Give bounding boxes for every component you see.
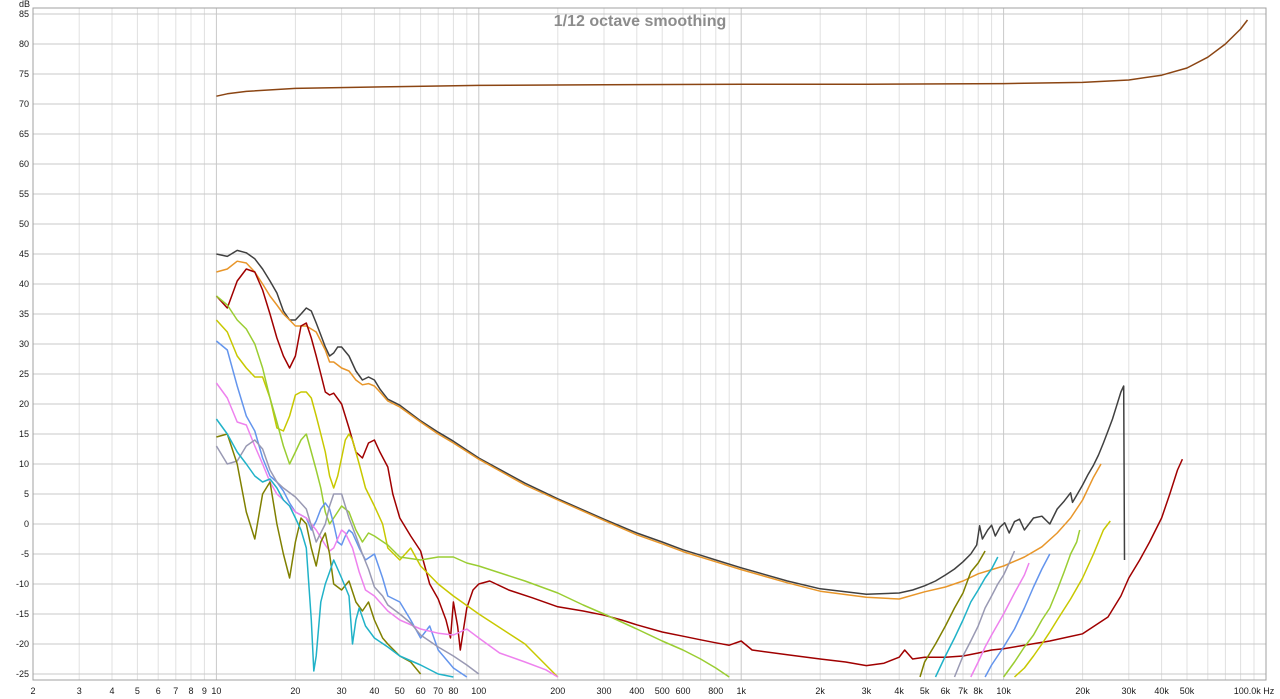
series-line-6 <box>215 295 730 678</box>
x-tick-label: 40 <box>369 686 379 696</box>
y-tick-label: 30 <box>19 339 29 349</box>
y-tick-label: 75 <box>19 69 29 79</box>
y-tick-label: 40 <box>19 279 29 289</box>
x-tick-label: 20 <box>290 686 300 696</box>
y-tick-label: -10 <box>16 579 29 589</box>
x-tick-label: 40k <box>1154 686 1169 696</box>
x-tick-label: 5 <box>135 686 140 696</box>
x-tick-label: 500 <box>655 686 670 696</box>
x-tick-label: 80 <box>448 686 458 696</box>
x-tick-label: 1k <box>736 686 746 696</box>
y-tick-label: 70 <box>19 99 29 109</box>
grid-lines <box>32 8 1267 680</box>
x-tick-label: 6 <box>156 686 161 696</box>
y-axis-unit-label: dB <box>19 0 30 9</box>
series-line-10 <box>216 433 422 675</box>
y-tick-label: 20 <box>19 399 29 409</box>
x-tick-label: 70 <box>433 686 443 696</box>
x-tick-label: 10 <box>211 686 221 696</box>
series-line-4 <box>215 268 1184 667</box>
x-tick-label: 800 <box>708 686 723 696</box>
x-tick-label: 2k <box>815 686 825 696</box>
y-tick-label: 60 <box>19 159 29 169</box>
series-line-12 <box>919 550 986 678</box>
series-line-17 <box>1002 529 1081 678</box>
y-tick-label: 50 <box>19 219 29 229</box>
x-tick-label: 200 <box>550 686 565 696</box>
x-tick-label: 100.0k Hz <box>1234 686 1275 696</box>
x-tick-label: 8k <box>973 686 983 696</box>
y-tick-label: -20 <box>16 639 29 649</box>
x-axis-tick-labels: 2 3 4 5 6 7 8 9 10 20 30 40 50 60 70 80 100 200 300 400 500 6… <box>30 686 1274 696</box>
y-tick-label: -15 <box>16 609 29 619</box>
x-tick-label: 7k <box>958 686 968 696</box>
y-tick-label: 25 <box>19 369 29 379</box>
series-line-1 <box>216 19 1249 97</box>
series-line-3 <box>216 260 1102 600</box>
x-tick-label: 5k <box>920 686 930 696</box>
x-tick-label: 50 <box>395 686 405 696</box>
x-tick-label: 300 <box>596 686 611 696</box>
y-tick-label: 80 <box>19 39 29 49</box>
x-tick-label: 10k <box>996 686 1011 696</box>
x-tick-label: 3 <box>77 686 82 696</box>
x-tick-label: 600 <box>675 686 690 696</box>
y-tick-label: 5 <box>24 489 29 499</box>
x-tick-label: 3k <box>862 686 872 696</box>
x-tick-label: 30 <box>337 686 347 696</box>
y-tick-label: -25 <box>16 669 29 679</box>
x-tick-label: 20k <box>1075 686 1090 696</box>
chart-title: 1/12 octave smoothing <box>554 13 727 30</box>
series-line-13 <box>934 556 999 678</box>
x-tick-label: 100 <box>471 686 486 696</box>
y-axis-tick-labels: 8580757065605550454035302520151050-5-10-… <box>16 9 29 679</box>
x-tick-label: 7 <box>173 686 178 696</box>
x-tick-label: 6k <box>941 686 951 696</box>
y-tick-label: 0 <box>24 519 29 529</box>
series-lines <box>215 19 1249 678</box>
x-tick-label: 2 <box>30 686 35 696</box>
y-tick-label: 65 <box>19 129 29 139</box>
x-tick-label: 8 <box>188 686 193 696</box>
y-tick-label: 45 <box>19 249 29 259</box>
x-tick-label: 4k <box>894 686 904 696</box>
y-tick-label: -5 <box>21 549 29 559</box>
x-tick-label: 4 <box>109 686 114 696</box>
series-line-18 <box>1013 520 1111 678</box>
y-tick-label: 55 <box>19 189 29 199</box>
series-line-14 <box>953 550 1016 678</box>
y-tick-label: 35 <box>19 309 29 319</box>
x-tick-label: 30k <box>1122 686 1137 696</box>
series-line-7 <box>215 340 468 678</box>
series-line-8 <box>215 382 559 678</box>
plot-frame <box>32 7 1267 681</box>
series-line-11 <box>215 418 454 678</box>
x-tick-label: 400 <box>629 686 644 696</box>
y-tick-label: 10 <box>19 459 29 469</box>
x-tick-label: 50k <box>1180 686 1195 696</box>
y-tick-label: 15 <box>19 429 29 439</box>
series-line-16 <box>984 553 1051 678</box>
series-line-15 <box>970 562 1030 678</box>
x-tick-label: 9 <box>202 686 207 696</box>
series-line-9 <box>215 439 480 675</box>
x-tick-label: 60 <box>416 686 426 696</box>
y-tick-label: 85 <box>19 9 29 19</box>
series-line-2 <box>216 249 1126 595</box>
